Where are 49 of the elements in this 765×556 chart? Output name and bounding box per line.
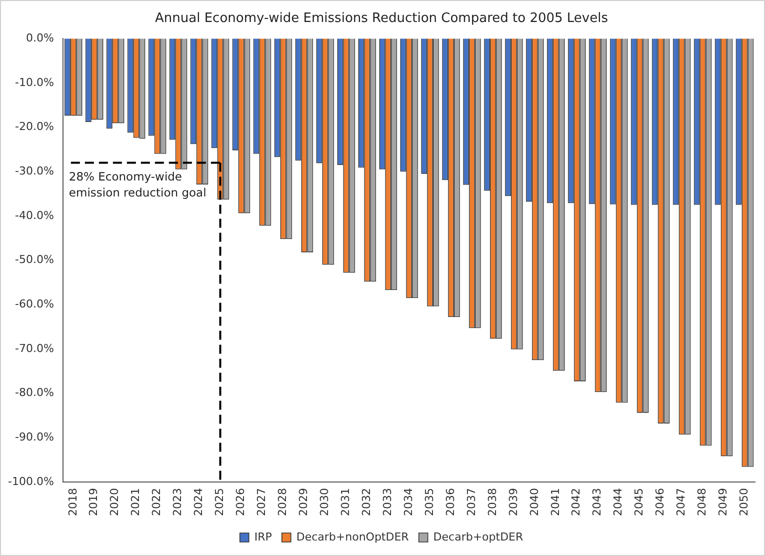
x-tick-label: 2042 xyxy=(570,488,583,516)
legend-label: IRP xyxy=(254,530,272,544)
x-tick-label: 2022 xyxy=(150,488,164,516)
x-tick-label: 2021 xyxy=(129,488,142,516)
x-tick-label: 2049 xyxy=(716,488,730,516)
x-tick-label: 2037 xyxy=(464,488,478,516)
x-tick-label: 2048 xyxy=(696,488,709,516)
y-tick-label: 0.0% xyxy=(26,31,54,44)
y-tick-label: -100.0% xyxy=(8,474,54,488)
x-tick-label: 2031 xyxy=(338,488,352,516)
chart-title: Annual Economy-wide Emissions Reduction Compared to 2005 Levels xyxy=(155,11,608,26)
x-tick-label: 2024 xyxy=(192,488,206,516)
x-tick-label: 2026 xyxy=(234,488,248,516)
x-tick-label: 2029 xyxy=(297,488,310,516)
x-tick-label: 2035 xyxy=(422,488,436,516)
x-tick-label: 2027 xyxy=(255,488,268,516)
x-tick-label: 2033 xyxy=(380,488,394,516)
y-tick-label: -20.0% xyxy=(14,120,54,134)
x-tick-label: 2030 xyxy=(318,488,331,516)
x-tick-label: 2038 xyxy=(486,488,499,516)
x-tick-label: 2039 xyxy=(506,488,520,516)
x-tick-label: 2043 xyxy=(590,488,604,516)
legend-label: Decarb+nonOptDER xyxy=(296,530,410,544)
legend-label: Decarb+optDER xyxy=(433,530,524,544)
y-tick-label: -90.0% xyxy=(14,430,54,444)
x-tick-label: 2023 xyxy=(171,488,184,516)
y-tick-label: -30.0% xyxy=(14,164,54,178)
x-tick-label: 2032 xyxy=(360,488,373,516)
y-tick-label: -60.0% xyxy=(14,298,54,311)
y-tick-label: -40.0% xyxy=(14,208,54,222)
x-tick-label: 2019 xyxy=(87,488,100,516)
x-tick-label: 2050 xyxy=(738,488,751,516)
y-tick-label: -70.0% xyxy=(14,342,54,355)
x-tick-label: 2044 xyxy=(612,488,625,516)
x-tick-label: 2036 xyxy=(444,488,457,516)
ref-line-label: 28% Economy-wide emission reduction goal xyxy=(68,169,206,200)
x-tick-label: 2025 xyxy=(213,488,226,516)
y-tick-label: -50.0% xyxy=(14,253,54,266)
x-tick-label: 2020 xyxy=(108,488,122,516)
x-tick-label: 2046 xyxy=(654,488,667,516)
x-tick-label: 2040 xyxy=(528,488,541,516)
x-tick-label: 2045 xyxy=(632,488,646,516)
y-tick-label: -80.0% xyxy=(14,386,54,400)
x-tick-label: 2028 xyxy=(276,488,290,516)
y-tick-label: -10.0% xyxy=(14,76,54,89)
x-tick-label: 2041 xyxy=(548,488,562,516)
x-tick-label: 2018 xyxy=(66,488,80,516)
x-tick-label: 2034 xyxy=(402,488,415,516)
x-tick-label: 2047 xyxy=(674,488,688,516)
